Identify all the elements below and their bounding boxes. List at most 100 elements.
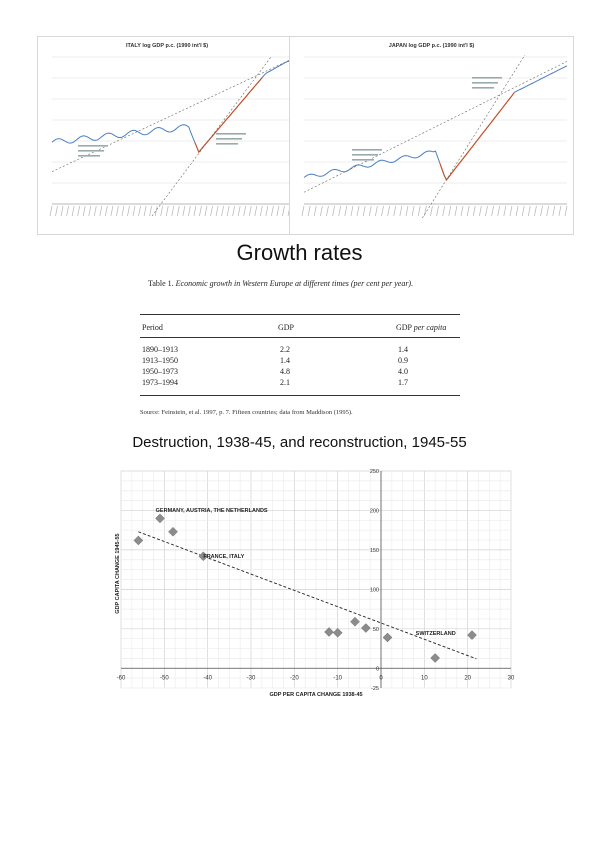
x-tick-label <box>93 205 97 217</box>
x-tick-label <box>271 205 274 217</box>
x-tick-label <box>430 205 433 217</box>
x-tick-label: -30 <box>247 675 256 681</box>
x-tick-label <box>60 205 64 217</box>
data-point <box>467 630 477 640</box>
trend-line <box>422 54 526 219</box>
x-tick-label <box>149 205 152 217</box>
x-tick-label <box>248 205 252 217</box>
x-tick-label <box>313 205 317 217</box>
data-point <box>350 616 360 627</box>
x-tick-label <box>88 205 92 217</box>
x-tick-label: -60 <box>117 675 126 681</box>
x-tick-label <box>387 205 390 217</box>
y-tick-label: 150 <box>370 548 379 554</box>
gdp-series-line <box>303 150 441 178</box>
x-tick-label <box>132 205 136 217</box>
data-point <box>168 526 178 537</box>
x-tick-label <box>226 205 230 217</box>
y-tick-label: 100 <box>370 587 379 593</box>
x-tick-label <box>332 205 335 217</box>
japan-chart-plot <box>301 54 568 219</box>
y-tick-label: 0 <box>376 666 379 672</box>
x-tick-label <box>176 205 180 217</box>
x-tick-label <box>448 205 452 217</box>
trend-line <box>138 531 477 660</box>
data-point <box>155 513 165 524</box>
x-tick-label: -20 <box>290 675 299 681</box>
x-tick-label <box>55 205 58 217</box>
x-tick-label <box>491 205 494 217</box>
x-tick-label <box>552 205 556 217</box>
x-tick-label <box>485 205 488 217</box>
y-tick-label: 250 <box>370 469 379 475</box>
gdp-catchup-segment <box>439 91 515 182</box>
table-caption-text: Economic growth in Western Europe at dif… <box>175 279 414 288</box>
data-point <box>198 551 209 562</box>
x-tick-label <box>472 205 476 217</box>
x-tick-label <box>442 205 446 217</box>
table-header-gdp: GDP <box>278 323 295 332</box>
x-tick-label <box>127 205 130 217</box>
x-tick-label <box>515 205 519 217</box>
x-tick-label <box>503 205 507 217</box>
x-tick-label <box>521 205 525 217</box>
annotation-text-block <box>78 150 104 152</box>
data-point <box>324 627 334 637</box>
x-tick-label: -10 <box>333 675 342 681</box>
x-tick-label <box>110 205 114 217</box>
table-cell-gdp-per-capita: 1.7 <box>398 378 408 387</box>
x-tick-label <box>71 205 75 217</box>
x-tick-label: 20 <box>464 675 471 681</box>
point-annotation: GERMANY, AUSTRIA, THE NETHERLANDS <box>156 508 268 514</box>
table-source-note: Source: Feinstein, et al. 1997, p. 7. Fi… <box>140 409 353 416</box>
x-tick-label <box>436 205 439 217</box>
x-tick-label <box>417 205 421 217</box>
data-point <box>382 632 393 643</box>
x-tick-label <box>454 205 458 217</box>
table-cell-period: 1890–1913 <box>142 345 178 354</box>
annotation-text-block <box>352 159 374 161</box>
x-tick-label <box>466 205 470 217</box>
x-axis-label: GDP PER CAPITA CHANGE 1938-45 <box>269 692 362 698</box>
table-cell-period: 1950–1973 <box>142 367 178 376</box>
x-tick-label <box>66 205 69 217</box>
x-tick-label <box>193 205 197 217</box>
x-tick-label <box>49 205 53 217</box>
trend-line <box>51 59 291 172</box>
x-tick-label <box>171 205 175 217</box>
x-tick-label <box>77 205 81 217</box>
data-point <box>430 653 441 663</box>
gdp-catchup-segment <box>194 77 263 154</box>
point-annotation: FRANCE, ITALY <box>203 554 244 560</box>
x-tick-label <box>237 205 241 217</box>
x-tick-label <box>393 205 397 217</box>
x-tick-label <box>479 205 482 217</box>
annotation-text-block <box>216 133 246 135</box>
table-header-gdp-per-capita: GDP per capita <box>396 323 447 332</box>
table-cell-period: 1973–1994 <box>142 378 178 387</box>
x-tick-label <box>282 205 285 217</box>
x-tick-label <box>105 205 108 217</box>
scatter-plot: -60 -50 -40 -30 -20 -10 0 10 20 30 250 200 150 100 50 0… <box>115 469 515 698</box>
x-tick-label: 30 <box>508 675 515 681</box>
point-annotation: SWITZERLAND <box>416 631 456 637</box>
gdp-series-line <box>514 65 568 93</box>
table-cell-gdp: 4.8 <box>280 367 290 376</box>
x-tick-label <box>276 205 280 217</box>
x-tick-label <box>368 205 372 217</box>
x-tick-label <box>160 205 164 217</box>
gdp-series-line <box>261 60 290 78</box>
x-tick-label <box>399 205 403 217</box>
x-tick-label <box>338 205 342 217</box>
table-cell-gdp: 2.2 <box>280 345 290 354</box>
table-caption: Table 1. Economic growth in Western Euro… <box>148 278 458 289</box>
y-tick-label: 50 <box>373 627 379 633</box>
x-tick-label <box>215 205 219 217</box>
table-cell-gdp-per-capita: 4.0 <box>398 367 408 376</box>
destruction-scatter-chart: -60 -50 -40 -30 -20 -10 0 10 20 30 250 200 150 100 50 0… <box>111 463 521 698</box>
table-header-period: Period <box>142 323 163 332</box>
japan-gdp-chart: JAPAN log GDP p.c. (1990 int'l $) <box>289 36 574 235</box>
growth-rates-heading: Growth rates <box>236 240 363 265</box>
gdp-series-line <box>51 124 196 144</box>
x-tick-label: 0 <box>379 675 383 681</box>
